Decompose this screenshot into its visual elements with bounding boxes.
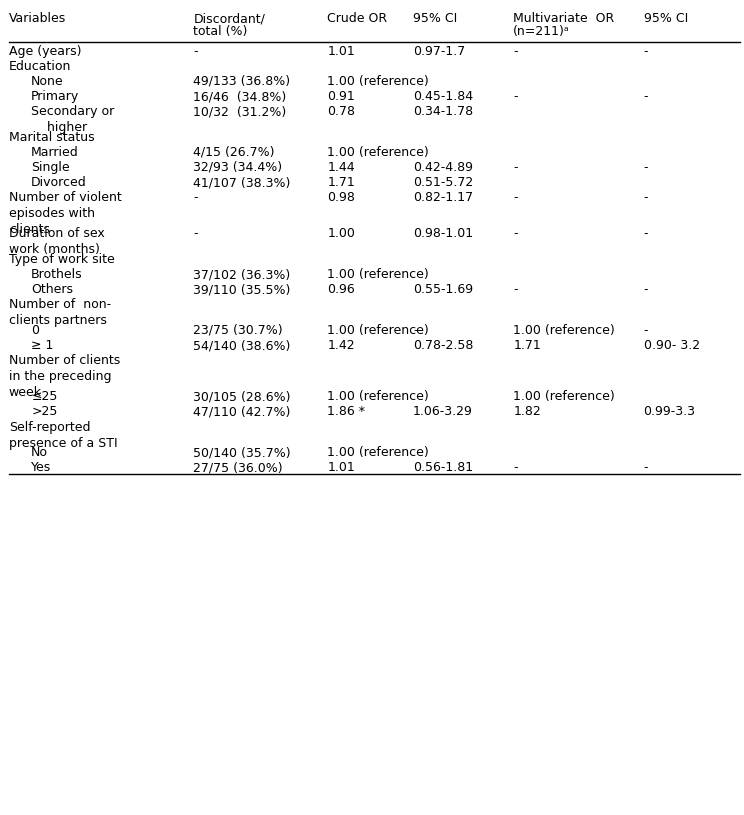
Text: -: -: [193, 227, 198, 240]
Text: -: -: [644, 227, 648, 240]
Text: -: -: [193, 191, 198, 204]
Text: 10/32  (31.2%): 10/32 (31.2%): [193, 105, 286, 118]
Text: >25: >25: [31, 405, 57, 418]
Text: Primary: Primary: [31, 90, 80, 103]
Text: -: -: [193, 45, 198, 58]
Text: 37/102 (36.3%): 37/102 (36.3%): [193, 268, 291, 281]
Text: Discordant/: Discordant/: [193, 12, 266, 25]
Text: -: -: [644, 461, 648, 474]
Text: 4/15 (26.7%): 4/15 (26.7%): [193, 146, 275, 159]
Text: 49/133 (36.8%): 49/133 (36.8%): [193, 75, 291, 88]
Text: Secondary or
    higher: Secondary or higher: [31, 105, 115, 134]
Text: Multivariate  OR: Multivariate OR: [513, 12, 615, 25]
Text: 0.97-1.7: 0.97-1.7: [413, 45, 465, 58]
Text: 32/93 (34.4%): 32/93 (34.4%): [193, 161, 283, 174]
Text: 27/75 (36.0%): 27/75 (36.0%): [193, 461, 283, 474]
Text: -: -: [644, 161, 648, 174]
Text: Married: Married: [31, 146, 79, 159]
Text: Number of  non-
clients partners: Number of non- clients partners: [9, 298, 111, 328]
Text: -: -: [513, 227, 518, 240]
Text: 23/75 (30.7%): 23/75 (30.7%): [193, 324, 283, 337]
Text: -: -: [644, 45, 648, 58]
Text: 16/46  (34.8%): 16/46 (34.8%): [193, 90, 286, 103]
Text: total (%): total (%): [193, 24, 248, 37]
Text: -: -: [644, 283, 648, 296]
Text: Brothels: Brothels: [31, 268, 83, 281]
Text: 54/140 (38.6%): 54/140 (38.6%): [193, 339, 291, 352]
Text: Variables: Variables: [9, 12, 66, 25]
Text: 1.44: 1.44: [327, 161, 355, 174]
Text: 0.42-4.89: 0.42-4.89: [413, 161, 473, 174]
Text: 50/140 (35.7%): 50/140 (35.7%): [193, 446, 291, 459]
Text: 0.51-5.72: 0.51-5.72: [413, 176, 473, 189]
Text: None: None: [31, 75, 64, 88]
Text: Divorced: Divorced: [31, 176, 87, 189]
Text: -: -: [644, 191, 648, 204]
Text: 41/107 (38.3%): 41/107 (38.3%): [193, 176, 291, 189]
Text: Age (years): Age (years): [9, 45, 81, 58]
Text: -: -: [513, 283, 518, 296]
Text: 1.42: 1.42: [327, 339, 355, 352]
Text: 1.71: 1.71: [513, 339, 541, 352]
Text: -: -: [644, 324, 648, 337]
Text: 1.06-3.29: 1.06-3.29: [413, 405, 472, 418]
Text: 1.86 *: 1.86 *: [327, 405, 365, 418]
Text: 1.01: 1.01: [327, 461, 355, 474]
Text: Yes: Yes: [31, 461, 51, 474]
Text: 1.00 (reference): 1.00 (reference): [327, 446, 429, 459]
Text: Type of work site: Type of work site: [9, 253, 115, 266]
Text: 1.00 (reference): 1.00 (reference): [327, 390, 429, 403]
Text: Single: Single: [31, 161, 70, 174]
Text: Crude OR: Crude OR: [327, 12, 388, 25]
Text: ≤25: ≤25: [31, 390, 57, 403]
Text: Marital status: Marital status: [9, 130, 94, 143]
Text: 1.00 (reference): 1.00 (reference): [327, 324, 429, 337]
Text: 0: 0: [31, 324, 39, 337]
Text: 1.00 (reference): 1.00 (reference): [513, 324, 615, 337]
Text: No: No: [31, 446, 48, 459]
Text: 95% CI: 95% CI: [413, 12, 457, 25]
Text: (n=211)ᵃ: (n=211)ᵃ: [513, 24, 570, 37]
Text: 1.82: 1.82: [513, 405, 541, 418]
Text: -: -: [513, 161, 518, 174]
Text: ≥ 1: ≥ 1: [31, 339, 54, 352]
Text: 1.00 (reference): 1.00 (reference): [327, 75, 429, 88]
Text: 0.90- 3.2: 0.90- 3.2: [644, 339, 699, 352]
Text: 1.01: 1.01: [327, 45, 355, 58]
Text: 1.00: 1.00: [327, 227, 355, 240]
Text: -: -: [513, 191, 518, 204]
Text: Others: Others: [31, 283, 73, 296]
Text: 1.00 (reference): 1.00 (reference): [513, 390, 615, 403]
Text: -: -: [644, 90, 648, 103]
Text: 0.99-3.3: 0.99-3.3: [644, 405, 696, 418]
Text: -: -: [413, 324, 417, 337]
Text: Education: Education: [9, 60, 71, 73]
Text: 0.98-1.01: 0.98-1.01: [413, 227, 473, 240]
Text: -: -: [513, 45, 518, 58]
Text: Self-reported
presence of a STI: Self-reported presence of a STI: [9, 421, 118, 450]
Text: Number of clients
in the preceding
week: Number of clients in the preceding week: [9, 354, 121, 399]
Text: 0.78: 0.78: [327, 105, 356, 118]
Text: 0.34-1.78: 0.34-1.78: [413, 105, 473, 118]
Text: 0.55-1.69: 0.55-1.69: [413, 283, 473, 296]
Text: Duration of sex
work (months): Duration of sex work (months): [9, 227, 105, 257]
Text: 0.45-1.84: 0.45-1.84: [413, 90, 473, 103]
Text: 47/110 (42.7%): 47/110 (42.7%): [193, 405, 291, 418]
Text: 39/110 (35.5%): 39/110 (35.5%): [193, 283, 291, 296]
Text: 1.71: 1.71: [327, 176, 355, 189]
Text: 0.82-1.17: 0.82-1.17: [413, 191, 473, 204]
Text: -: -: [513, 90, 518, 103]
Text: 1.00 (reference): 1.00 (reference): [327, 268, 429, 281]
Text: 0.56-1.81: 0.56-1.81: [413, 461, 473, 474]
Text: 0.98: 0.98: [327, 191, 355, 204]
Text: 0.91: 0.91: [327, 90, 355, 103]
Text: 30/105 (28.6%): 30/105 (28.6%): [193, 390, 291, 403]
Text: 95% CI: 95% CI: [644, 12, 687, 25]
Text: 0.78-2.58: 0.78-2.58: [413, 339, 473, 352]
Text: -: -: [513, 461, 518, 474]
Text: 1.00 (reference): 1.00 (reference): [327, 146, 429, 159]
Text: Number of violent
episodes with
clients: Number of violent episodes with clients: [9, 191, 122, 236]
Text: 0.96: 0.96: [327, 283, 355, 296]
